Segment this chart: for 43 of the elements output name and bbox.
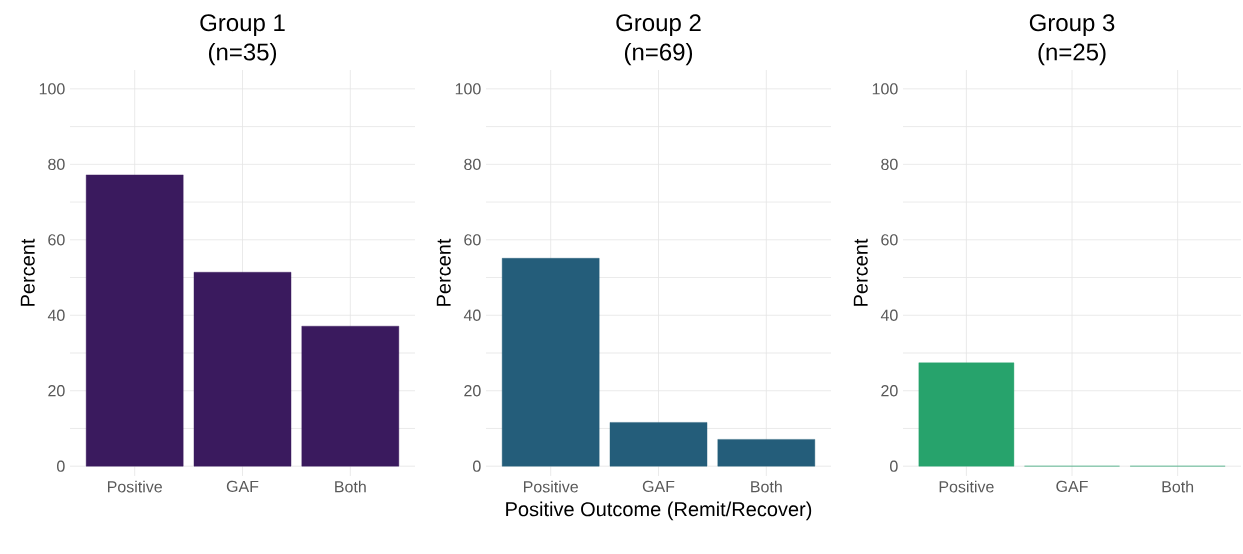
y-tick-label: 100	[455, 83, 481, 95]
y-tick-label: 80	[48, 158, 65, 170]
chart-title: Group 1	[200, 14, 285, 36]
x-tick-label: GAF	[642, 480, 675, 493]
x-axis-title: Positive Outcome (Remit/Recover)	[506, 501, 812, 521]
y-tick-label: 40	[463, 309, 481, 321]
y-tick-label: 100	[872, 83, 898, 95]
y-tick-label: 100	[39, 83, 65, 95]
x-tick-label: Both	[335, 480, 366, 493]
y-tick-label: 60	[881, 234, 898, 246]
chart-subtitle: (n=35)	[208, 42, 277, 66]
bar	[301, 326, 400, 467]
x-tick-label: Both	[1162, 480, 1194, 493]
y-tick-label: 80	[881, 158, 898, 170]
bar	[717, 439, 816, 467]
y-axis-title: Percent	[436, 238, 451, 306]
y-tick-label: 40	[880, 309, 898, 321]
chart-title: Group 3	[1029, 14, 1115, 36]
x-tick-label: Both	[751, 480, 782, 493]
y-tick-label: 20	[464, 385, 481, 397]
bar	[193, 272, 292, 467]
chart-subtitle: (n=25)	[1038, 42, 1106, 66]
bar	[609, 422, 708, 467]
y-tick-label: 60	[464, 234, 481, 246]
x-tick-label: GAF	[226, 480, 259, 493]
x-tick-label: Positive	[939, 480, 994, 493]
chart-subtitle: (n=69)	[624, 42, 693, 66]
x-tick-label: GAF	[1056, 480, 1088, 493]
bar	[501, 258, 600, 467]
y-tick-label: 20	[48, 385, 65, 397]
y-tick-label: 0	[890, 460, 898, 472]
y-axis-title: Percent	[20, 238, 35, 306]
x-tick-label: Positive	[524, 480, 578, 493]
bar	[85, 174, 184, 467]
x-tick-label: Positive	[107, 480, 162, 493]
y-tick-label: 40	[47, 309, 65, 321]
chart-title: Group 2	[616, 14, 701, 36]
y-tick-label: 0	[57, 460, 65, 472]
y-tick-label: 20	[881, 385, 898, 397]
y-tick-label: 0	[473, 460, 481, 472]
y-tick-label: 80	[464, 158, 481, 170]
y-axis-title: Percent	[853, 238, 868, 306]
y-tick-label: 60	[48, 234, 65, 246]
